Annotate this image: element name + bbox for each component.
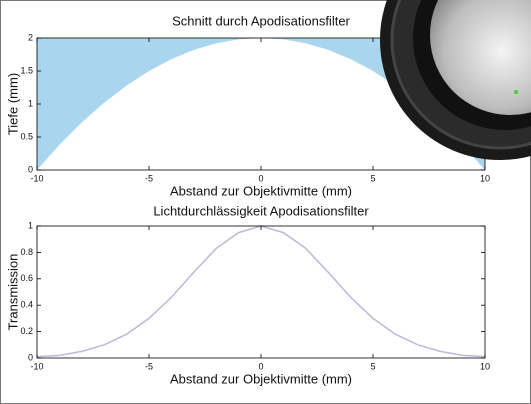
x-tick-label: -5	[145, 173, 153, 183]
x-tick-label: -10	[30, 173, 43, 183]
x-tick-label: -10	[30, 361, 43, 371]
y-tick-label: 1	[28, 98, 33, 108]
y-tick-label: 1.5	[20, 65, 33, 75]
x-tick-label: -5	[145, 361, 153, 371]
area	[37, 38, 485, 170]
y-tick-label: 0.8	[20, 247, 33, 257]
y-tick-label: 0.5	[20, 131, 33, 141]
y-tick-label: 1	[28, 220, 33, 230]
x-tick-label: 0	[258, 173, 263, 183]
x-tick-label: 5	[370, 361, 375, 371]
y-tick-label: 0.4	[20, 300, 33, 310]
y-tick-label: 0.2	[20, 326, 33, 336]
lens-photo	[380, 0, 531, 160]
x-tick-label: 10	[480, 173, 490, 183]
y-tick-label: 2	[28, 32, 33, 42]
x-tick-label: 0	[258, 361, 263, 371]
x-tick-label: 10	[480, 361, 490, 371]
x-tick-label: 5	[370, 173, 375, 183]
x-axis-label: Abstand zur Objektivmitte (mm)	[170, 183, 352, 198]
y-axis-label: Tiefe (mm)	[5, 73, 20, 135]
chart-title: Lichtdurchlässigkeit Apodisationsfilter	[153, 203, 369, 218]
y-tick-label: 0.6	[20, 273, 33, 283]
y-tick-label: 0	[28, 352, 33, 362]
chart-title: Schnitt durch Apodisationsfilter	[172, 13, 350, 28]
x-axis-label: Abstand zur Objektivmitte (mm)	[170, 371, 352, 386]
y-axis-label: Transmission	[5, 254, 20, 331]
y-tick-label: 0	[28, 164, 33, 174]
